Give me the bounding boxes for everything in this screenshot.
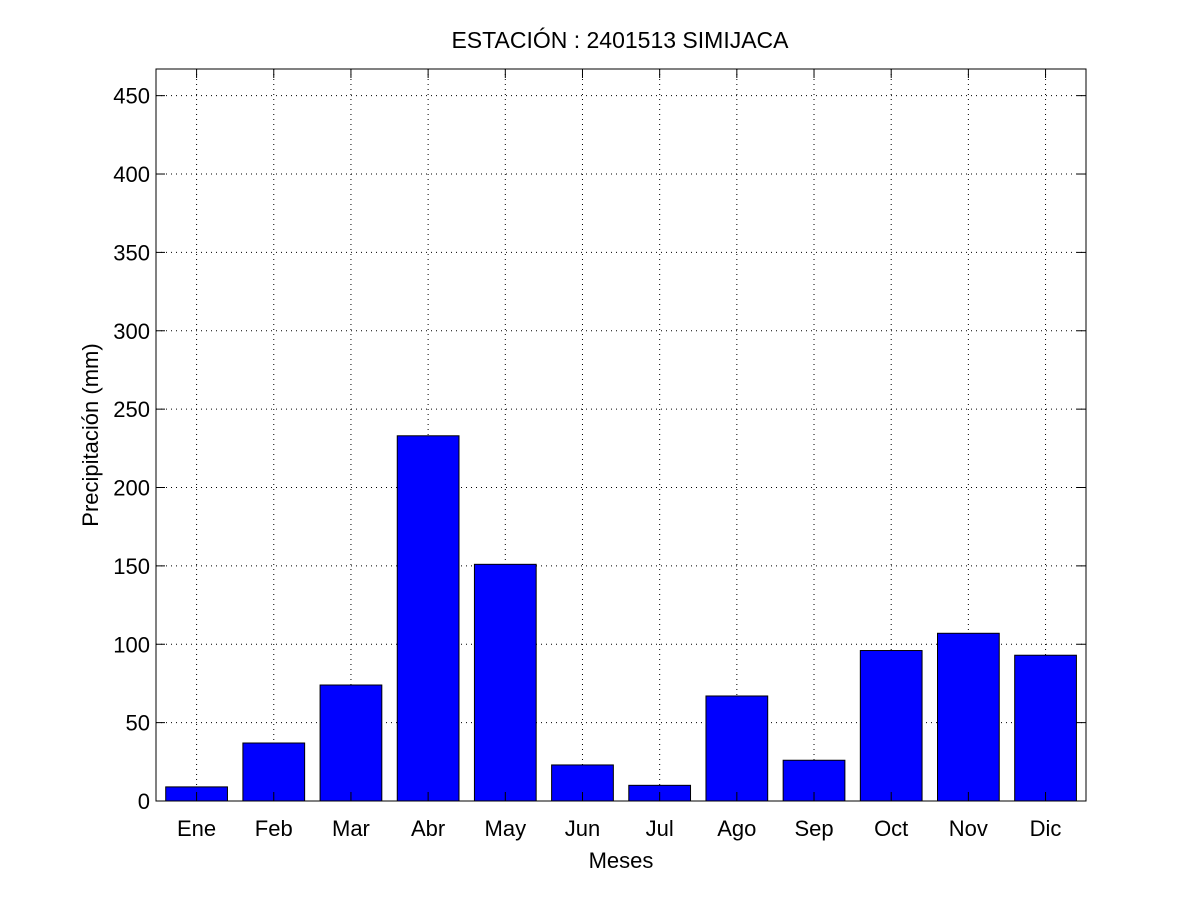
- x-tick-label: Nov: [949, 816, 988, 841]
- x-tick-label: Abr: [411, 816, 445, 841]
- grid-lines: [156, 69, 1086, 801]
- y-tick-label: 300: [113, 319, 150, 344]
- bar-feb: [242, 742, 306, 802]
- y-tick-label: 50: [126, 711, 150, 736]
- x-tick-label: Oct: [874, 816, 908, 841]
- x-axis-label: Meses: [589, 848, 654, 873]
- y-tick-label: 450: [113, 84, 150, 109]
- y-tick-label: 100: [113, 632, 150, 657]
- y-tick-label: 200: [113, 476, 150, 501]
- x-tick-label: Dic: [1030, 816, 1062, 841]
- x-tick-label: Sep: [794, 816, 833, 841]
- x-tick-label: Jul: [646, 816, 674, 841]
- y-tick-labels: 0 50 100 150 200 250 300 350 400 450: [113, 84, 150, 814]
- y-tick-label: 0: [138, 789, 150, 814]
- y-tick-label: 350: [113, 240, 150, 265]
- y-axis-label: Precipitación (mm): [78, 343, 103, 526]
- x-tick-label: Jun: [565, 816, 600, 841]
- x-tick-label: Ago: [717, 816, 756, 841]
- bar-ago: [705, 695, 769, 802]
- x-tick-labels: Ene Feb Mar Abr May Jun Jul Ago Sep Oct Nov Dic: [177, 816, 1061, 841]
- y-tick-label: 400: [113, 162, 150, 187]
- y-tick-label: 250: [113, 397, 150, 422]
- plot-frame: [155, 68, 1087, 802]
- chart-title: ESTACIÓN : 2401513 SIMIJACA: [451, 27, 789, 53]
- x-tick-label: Feb: [255, 816, 293, 841]
- bar-nov: [937, 632, 1000, 802]
- bar-oct: [859, 650, 923, 802]
- axis-ticks: [156, 69, 1086, 802]
- bar-may: [473, 563, 537, 802]
- bars: [165, 435, 1077, 802]
- x-tick-label: Ene: [177, 816, 216, 841]
- bar-dic: [1014, 654, 1077, 802]
- y-tick-label: 150: [113, 554, 150, 579]
- x-tick-label: Mar: [332, 816, 370, 841]
- x-tick-label: May: [485, 816, 527, 841]
- bar-abr: [396, 435, 460, 802]
- bar-mar: [319, 684, 383, 802]
